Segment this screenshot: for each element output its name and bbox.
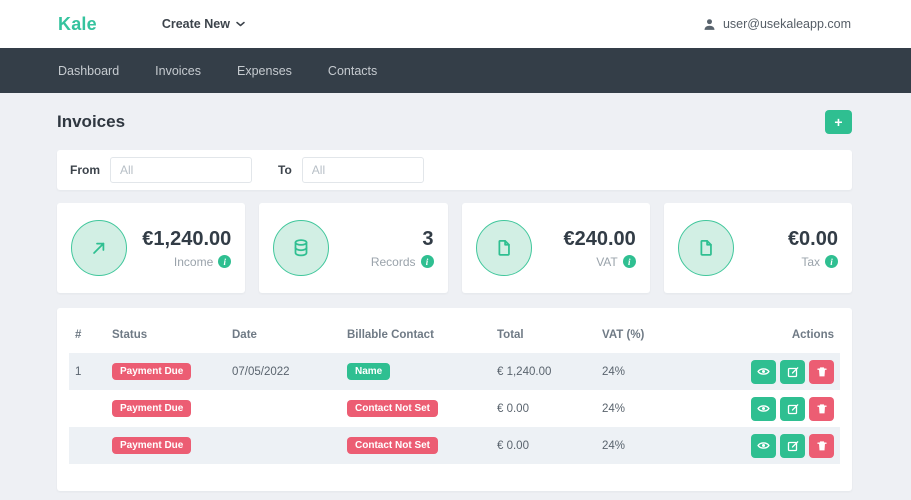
income-value: €1,240.00 xyxy=(142,227,232,250)
create-new-menu[interactable]: Create New xyxy=(162,17,245,31)
info-icon[interactable] xyxy=(420,255,434,268)
edit-icon xyxy=(787,366,798,377)
info-icon[interactable] xyxy=(825,255,838,268)
page-title: Invoices xyxy=(57,112,126,131)
edit-button[interactable] xyxy=(780,359,805,384)
view-button[interactable] xyxy=(751,359,776,384)
col-header-actions: Actions xyxy=(791,329,834,341)
eye-icon xyxy=(757,368,770,375)
trash-icon xyxy=(816,403,827,413)
row-vat: 24% xyxy=(596,353,701,390)
main-content: Invoices + From To €1,240.00 Income 3 Re… xyxy=(0,93,911,491)
nav-item-dashboard[interactable]: Dashboard xyxy=(58,63,120,78)
stat-card-tax: €0.00 Tax xyxy=(663,203,852,293)
col-header-num: # xyxy=(75,329,82,341)
edit-button[interactable] xyxy=(780,433,805,458)
status-badge: Payment Due xyxy=(112,363,192,380)
user-account[interactable]: user@usekaleapp.com xyxy=(703,17,851,31)
row-date xyxy=(226,427,341,464)
info-icon[interactable] xyxy=(622,255,636,268)
invoices-table: # Status Date Billable Contact Total VAT… xyxy=(69,320,840,464)
document-icon xyxy=(677,220,734,276)
trash-icon xyxy=(816,440,827,450)
main-nav: Dashboard Invoices Expenses Contacts xyxy=(0,48,911,93)
from-label: From xyxy=(70,163,100,177)
chevron-down-icon xyxy=(236,21,245,27)
records-value: 3 xyxy=(422,227,434,250)
col-header-total: Total xyxy=(497,329,524,341)
nav-item-invoices[interactable]: Invoices xyxy=(155,63,202,78)
vat-value: €240.00 xyxy=(563,227,636,250)
row-vat: 24% xyxy=(596,427,701,464)
contact-badge: Contact Not Set xyxy=(347,400,438,417)
eye-icon xyxy=(757,442,770,449)
status-badge: Payment Due xyxy=(112,400,192,417)
add-invoice-button[interactable]: + xyxy=(825,110,852,134)
status-badge: Payment Due xyxy=(112,437,192,454)
delete-button[interactable] xyxy=(809,396,834,421)
stat-cards: €1,240.00 Income 3 Records €240.00 VAT xyxy=(57,203,852,293)
row-number xyxy=(69,390,106,427)
row-total: € 0.00 xyxy=(497,402,529,415)
view-button[interactable] xyxy=(751,433,776,458)
col-header-date: Date xyxy=(232,329,257,341)
edit-button[interactable] xyxy=(780,396,805,421)
create-new-label: Create New xyxy=(161,17,230,31)
brand-logo[interactable]: Kale xyxy=(58,13,97,34)
document-icon xyxy=(475,220,532,276)
info-icon[interactable] xyxy=(218,255,232,268)
row-total: € 1,240.00 xyxy=(491,353,596,390)
view-button[interactable] xyxy=(751,396,776,421)
to-label: To xyxy=(278,163,292,177)
edit-icon xyxy=(787,440,798,451)
delete-button[interactable] xyxy=(809,433,834,458)
vat-label: VAT xyxy=(596,254,618,269)
stat-card-income: €1,240.00 Income xyxy=(57,203,246,293)
table-row: Payment Due Contact Not Set € 0.00 24% xyxy=(69,427,840,464)
top-header: Kale Create New user@usekaleapp.com xyxy=(0,0,911,48)
row-total: € 0.00 xyxy=(491,427,596,464)
row-number: 1 xyxy=(69,353,106,390)
row-vat: 24% xyxy=(602,402,626,415)
contact-badge: Name xyxy=(347,363,391,380)
to-input[interactable] xyxy=(301,157,424,183)
user-email: user@usekaleapp.com xyxy=(722,17,851,31)
income-label: Income xyxy=(173,254,214,269)
table-row: 1 Payment Due 07/05/2022 Name € 1,240.00… xyxy=(69,353,840,390)
user-icon xyxy=(704,18,715,30)
eye-icon xyxy=(757,405,770,412)
row-number xyxy=(69,427,106,464)
row-date xyxy=(226,390,341,427)
tax-value: €0.00 xyxy=(787,227,838,250)
contact-badge: Contact Not Set xyxy=(347,437,438,454)
row-date: 07/05/2022 xyxy=(226,353,341,390)
records-label: Records xyxy=(370,254,416,269)
delete-button[interactable] xyxy=(809,359,834,384)
database-icon xyxy=(273,220,330,276)
tax-label: Tax xyxy=(801,254,820,269)
from-input[interactable] xyxy=(110,157,252,183)
nav-item-contacts[interactable]: Contacts xyxy=(327,63,378,78)
date-filter-bar: From To xyxy=(57,150,852,190)
col-header-status: Status xyxy=(112,329,148,341)
trash-icon xyxy=(816,366,827,376)
trend-up-icon xyxy=(71,220,127,276)
stat-card-vat: €240.00 VAT xyxy=(461,203,650,293)
stat-card-records: 3 Records xyxy=(259,203,448,293)
col-header-contact: Billable Contact xyxy=(347,329,434,341)
col-header-vat: VAT (%) xyxy=(602,329,645,341)
invoices-table-card: # Status Date Billable Contact Total VAT… xyxy=(57,308,852,491)
table-row: Payment Due Contact Not Set € 0.00 24% xyxy=(69,390,840,427)
nav-item-expenses[interactable]: Expenses xyxy=(237,63,292,78)
edit-icon xyxy=(787,403,798,414)
